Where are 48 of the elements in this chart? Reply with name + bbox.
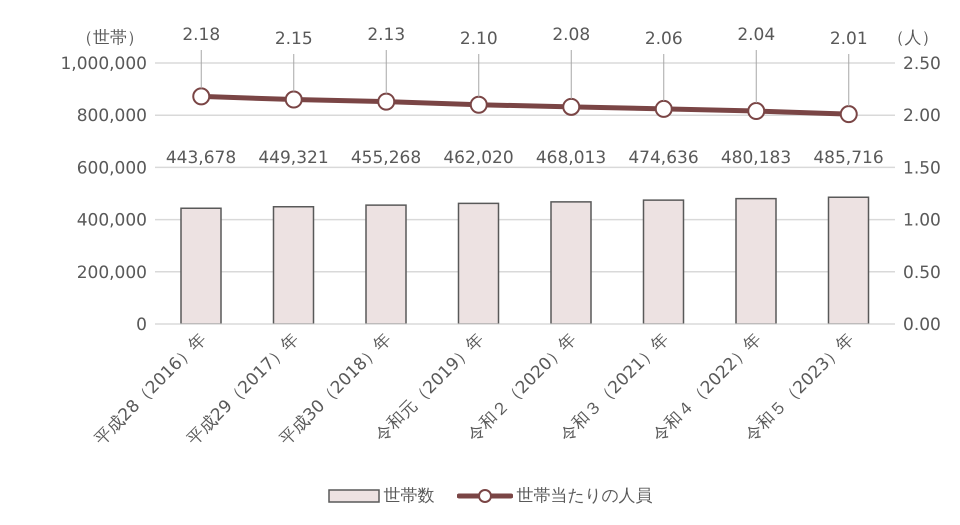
y-tick-label: 200,000 [76,262,147,283]
data-label: 2.10 [460,29,498,49]
y2-tick-label: 0.50 [903,262,941,283]
bar [365,204,407,324]
point [840,105,858,124]
data-label: 2.04 [737,25,776,45]
data-label: 455,268 [350,148,422,168]
bar [550,201,592,324]
data-label: 485,716 [813,148,884,168]
point [562,98,580,116]
y-tick-label: 800,000 [76,106,147,126]
y2-tick-label: 1.00 [903,210,941,231]
y-tick-label: 1,000,000 [60,54,147,74]
point [377,92,396,111]
data-label: 462,020 [443,148,514,168]
data-label: 449,321 [258,148,329,168]
data-label: 480,183 [720,148,792,168]
data-label: 2.06 [644,29,683,49]
legend-label: 世帯当たりの人員 [516,485,652,507]
data-label: 474,636 [628,148,699,168]
bar [272,206,314,324]
y2-tick-label: 0.00 [903,315,941,336]
y-tick-label: 0 [136,315,147,336]
bar [180,207,222,324]
data-label: 2.18 [182,25,220,45]
y-tick-label: 600,000 [76,158,147,178]
data-label: 2.13 [367,25,406,45]
bar [735,198,777,324]
bar [642,199,684,324]
y-tick-label: 400,000 [76,210,147,231]
data-label: 2.15 [274,29,313,49]
y-axis-title: （世帯） [76,28,144,48]
y2-axis-title: （人） [888,28,938,48]
y2-tick-label: 2.50 [903,54,941,74]
bar [828,196,870,324]
data-label: 468,013 [536,148,606,168]
legend-label: 世帯数 [384,485,434,507]
point [192,87,210,106]
bar [458,202,500,324]
point [284,90,303,109]
y2-tick-label: 2.00 [903,106,941,126]
data-label: 443,678 [166,148,236,168]
point [654,100,673,118]
point [747,102,766,120]
point [470,96,488,114]
data-label: 2.01 [830,29,868,49]
y2-tick-label: 1.50 [903,158,941,178]
data-label: 2.08 [552,25,590,45]
